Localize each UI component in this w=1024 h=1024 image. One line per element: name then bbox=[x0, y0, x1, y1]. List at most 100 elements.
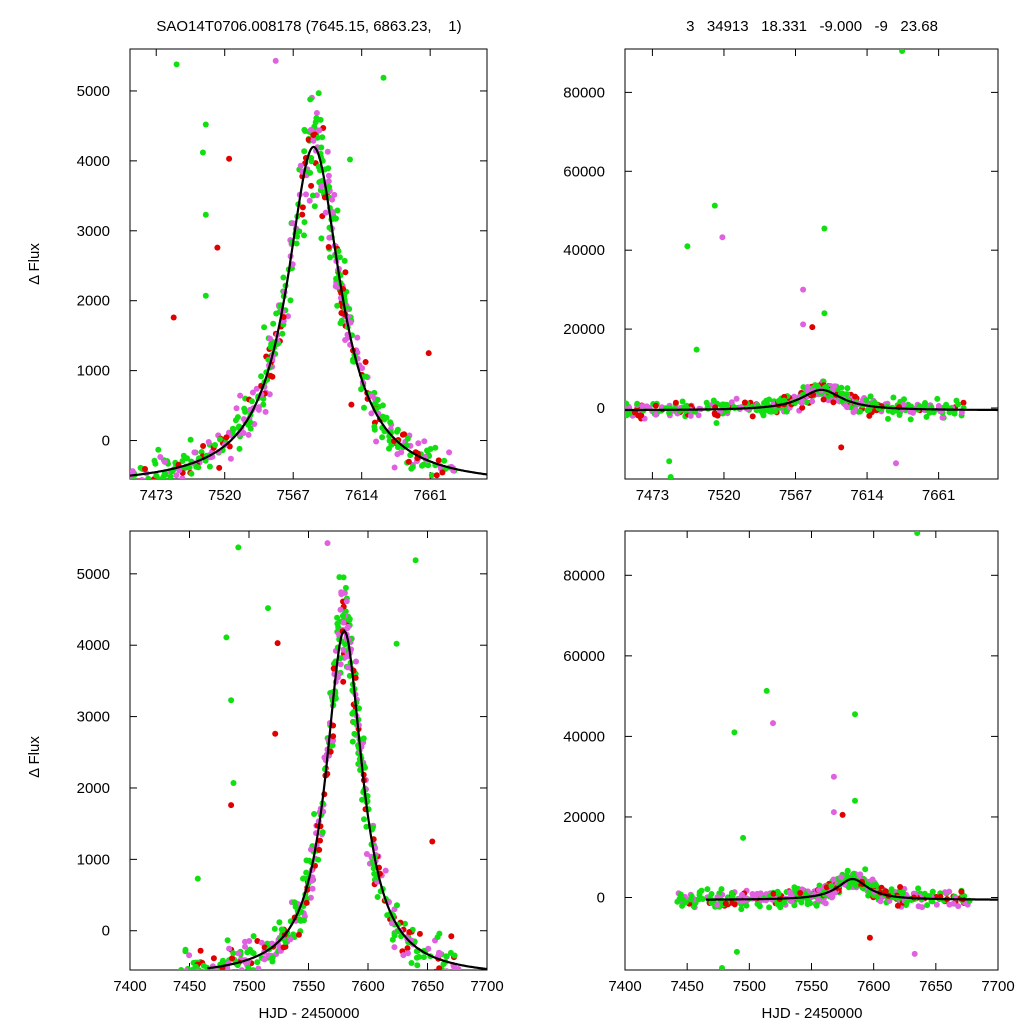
data-point bbox=[340, 678, 347, 685]
data-point bbox=[236, 445, 243, 452]
data-point bbox=[885, 415, 891, 422]
data-point bbox=[254, 959, 261, 966]
data-point bbox=[897, 884, 904, 890]
data-point bbox=[368, 392, 375, 399]
data-point bbox=[791, 393, 798, 400]
outlier-point bbox=[809, 324, 816, 331]
data-point bbox=[690, 903, 697, 910]
data-point bbox=[946, 888, 953, 895]
data-point bbox=[157, 454, 164, 460]
x-tick-label: 7400 bbox=[608, 978, 641, 995]
outlier-point bbox=[821, 225, 828, 232]
data-point bbox=[374, 894, 381, 900]
data-point bbox=[830, 399, 837, 406]
y-tick-label: 20000 bbox=[563, 321, 605, 338]
data-point bbox=[261, 944, 268, 951]
data-point bbox=[436, 930, 443, 937]
data-point bbox=[250, 933, 257, 940]
plot-frame bbox=[624, 48, 999, 480]
data-point bbox=[335, 624, 342, 631]
data-point bbox=[300, 875, 306, 882]
data-point bbox=[187, 436, 194, 443]
data-point bbox=[710, 397, 717, 404]
data-point bbox=[916, 403, 923, 409]
outlier-point bbox=[228, 697, 235, 704]
data-point bbox=[416, 953, 422, 960]
data-point bbox=[299, 211, 306, 218]
data-points bbox=[625, 49, 967, 479]
data-point bbox=[311, 811, 318, 817]
data-point bbox=[339, 612, 346, 619]
data-point bbox=[346, 672, 353, 679]
data-point bbox=[900, 401, 907, 408]
y-tick-label: 0 bbox=[102, 923, 110, 940]
data-point bbox=[301, 232, 307, 239]
data-point bbox=[399, 431, 406, 438]
data-point bbox=[229, 969, 233, 970]
data-point bbox=[316, 846, 323, 853]
x-tick-label: 7450 bbox=[670, 978, 703, 995]
data-point bbox=[816, 886, 822, 893]
data-point bbox=[179, 458, 186, 464]
data-point bbox=[813, 902, 820, 909]
data-point bbox=[261, 956, 268, 963]
data-point bbox=[638, 412, 645, 419]
data-point bbox=[348, 401, 355, 408]
data-point bbox=[814, 382, 821, 389]
data-point bbox=[359, 796, 366, 803]
data-point bbox=[379, 413, 386, 420]
data-point bbox=[760, 410, 766, 417]
data-point bbox=[253, 385, 260, 392]
data-point bbox=[232, 417, 239, 424]
x-tick-label: 7473 bbox=[140, 487, 173, 504]
data-point bbox=[338, 317, 345, 324]
data-point bbox=[305, 136, 312, 143]
outlier-point bbox=[226, 155, 233, 162]
data-point bbox=[241, 405, 248, 412]
data-point bbox=[349, 738, 356, 745]
data-point bbox=[310, 132, 317, 139]
data-point bbox=[176, 467, 183, 474]
data-point bbox=[433, 472, 440, 479]
data-point bbox=[915, 885, 922, 892]
data-point bbox=[939, 414, 946, 421]
data-point bbox=[223, 434, 230, 441]
data-point bbox=[951, 410, 958, 417]
data-point bbox=[448, 933, 455, 940]
data-point bbox=[128, 491, 134, 497]
data-point bbox=[643, 403, 650, 410]
data-point bbox=[844, 385, 851, 392]
data-point bbox=[245, 964, 252, 970]
data-point bbox=[958, 409, 965, 416]
y-tick-label: 0 bbox=[597, 400, 605, 417]
outlier-point bbox=[228, 802, 235, 809]
outlier-point bbox=[839, 811, 846, 818]
outlier-point bbox=[866, 934, 873, 941]
data-point bbox=[374, 396, 381, 403]
data-point bbox=[306, 857, 313, 864]
data-point bbox=[318, 144, 325, 151]
data-point bbox=[326, 234, 333, 241]
data-point bbox=[739, 891, 745, 898]
outlier-point bbox=[202, 292, 209, 299]
data-point bbox=[933, 901, 940, 908]
data-point bbox=[452, 971, 458, 977]
data-point bbox=[273, 310, 280, 317]
data-point bbox=[270, 320, 277, 327]
outlier-point bbox=[202, 121, 209, 128]
data-point bbox=[955, 401, 962, 408]
data-point bbox=[307, 96, 314, 103]
outlier-point bbox=[324, 540, 331, 547]
data-point bbox=[371, 870, 378, 877]
data-point bbox=[838, 874, 845, 881]
data-point bbox=[828, 882, 835, 889]
data-point bbox=[331, 191, 338, 198]
data-point bbox=[309, 885, 316, 892]
data-point bbox=[333, 275, 340, 282]
data-point bbox=[446, 974, 452, 980]
data-point bbox=[330, 737, 337, 744]
data-point bbox=[301, 148, 308, 155]
data-point bbox=[324, 148, 331, 155]
data-point bbox=[391, 464, 398, 471]
data-point bbox=[822, 900, 829, 907]
